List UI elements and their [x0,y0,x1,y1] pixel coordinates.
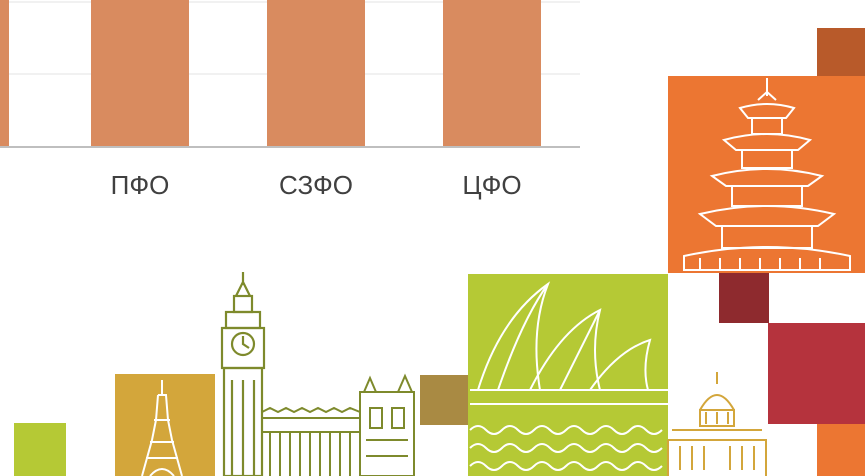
maroon-square [719,273,769,323]
x-tick-label-3: ЦФО [462,170,522,200]
lime-square [14,423,66,476]
brown-square [420,375,470,425]
x-tick-label-1: ПФО [110,170,170,200]
pagoda-icon [683,78,851,271]
bar-0 [0,0,9,147]
mustard-square [115,374,215,476]
x-tick-label-2: СЗФО [279,170,353,200]
rust-square [817,28,865,76]
bars [0,0,541,147]
westminster-icon [261,373,415,476]
bar-3 [443,0,541,147]
orange-square [817,424,865,476]
orange-block [668,76,865,273]
bar-2 [267,0,365,147]
big-ben-icon [220,272,266,476]
sydney-opera-icon [469,281,668,471]
capitol-icon [667,372,767,476]
crimson-block [768,323,865,424]
bar-1 [91,0,189,147]
eiffel-tower-icon [141,380,183,476]
